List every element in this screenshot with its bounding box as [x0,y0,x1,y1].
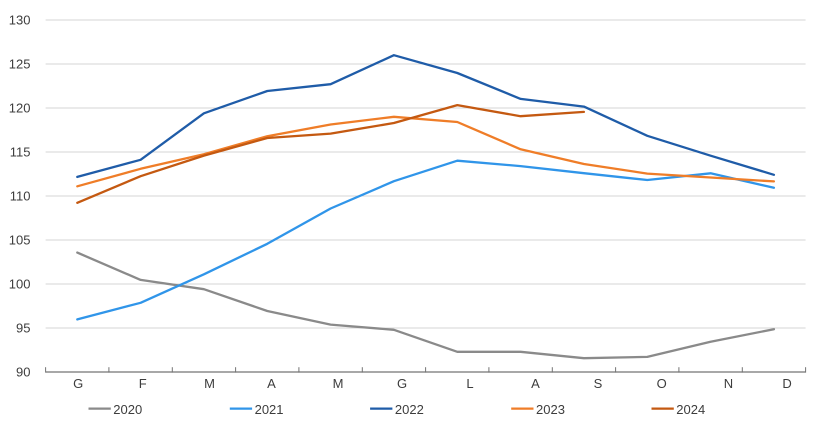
svg-text:2022: 2022 [395,402,424,417]
svg-text:125: 125 [9,56,31,71]
svg-text:115: 115 [10,144,31,159]
svg-text:90: 90 [16,364,30,379]
svg-text:2021: 2021 [255,402,284,417]
svg-text:S: S [594,376,603,391]
svg-text:110: 110 [10,188,31,203]
svg-text:105: 105 [9,232,31,247]
svg-text:M: M [204,376,215,391]
svg-text:L: L [466,376,473,391]
svg-text:G: G [397,376,407,391]
svg-text:A: A [531,376,540,391]
svg-text:F: F [139,376,147,391]
svg-text:N: N [724,376,733,391]
svg-text:2024: 2024 [676,402,705,417]
svg-text:D: D [782,376,791,391]
svg-text:O: O [657,376,667,391]
svg-text:120: 120 [9,100,31,115]
svg-text:95: 95 [16,320,30,335]
svg-text:G: G [73,376,83,391]
svg-text:100: 100 [9,276,31,291]
svg-text:A: A [267,376,276,391]
svg-text:130: 130 [9,12,31,27]
svg-text:2023: 2023 [536,402,565,417]
svg-text:M: M [333,376,344,391]
svg-text:2020: 2020 [113,402,142,417]
